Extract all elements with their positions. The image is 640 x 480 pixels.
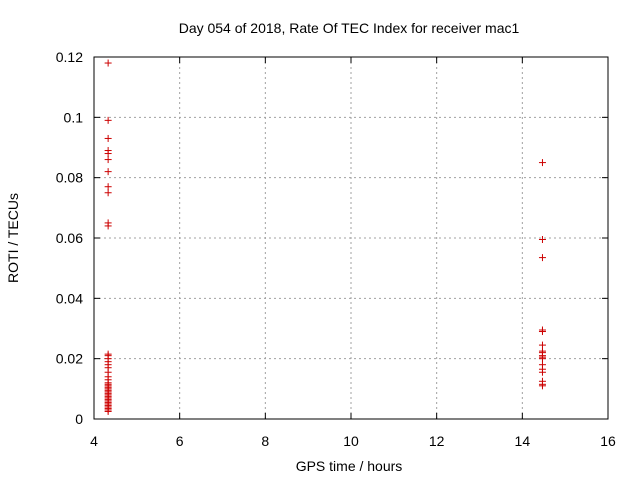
data-point	[104, 168, 112, 176]
data-point	[104, 59, 112, 67]
data-point	[104, 189, 112, 197]
x-tick-label: 6	[176, 433, 184, 449]
chart-title: Day 054 of 2018, Rate Of TEC Index for r…	[179, 20, 520, 36]
data-point	[104, 134, 112, 142]
x-tick-label: 8	[261, 433, 269, 449]
x-tick-label: 14	[515, 433, 531, 449]
axis-ticks: 4 6 8 10 12 14 16 0 0.02 0.04 0.06 0.08 0.1 0.12	[56, 49, 616, 449]
y-tick-label: 0.1	[64, 109, 84, 125]
data-point	[104, 183, 112, 191]
data-point	[104, 156, 112, 164]
x-tick-label: 4	[90, 433, 98, 449]
data-point	[538, 328, 546, 336]
y-tick-label: 0.12	[56, 49, 83, 65]
data-point	[538, 355, 546, 363]
y-tick-label: 0.08	[56, 170, 83, 186]
data-point	[104, 150, 112, 158]
y-tick-label: 0.04	[56, 290, 83, 306]
data-point	[538, 341, 546, 349]
data-point	[104, 222, 112, 230]
data-points	[104, 59, 546, 415]
data-point	[538, 254, 546, 262]
data-point	[538, 382, 546, 390]
data-point	[538, 368, 546, 376]
data-point	[538, 159, 546, 167]
x-tick-label: 12	[429, 433, 445, 449]
y-tick-label: 0.02	[56, 351, 83, 367]
data-point	[104, 407, 112, 415]
grid-lines	[94, 57, 608, 419]
x-axis-title: GPS time / hours	[296, 458, 403, 474]
data-point	[538, 236, 546, 244]
x-tick-label: 16	[600, 433, 616, 449]
data-point	[104, 116, 112, 124]
x-tick-label: 10	[343, 433, 359, 449]
y-axis-title: ROTI / TECUs	[5, 193, 21, 283]
y-tick-label: 0.06	[56, 230, 83, 246]
y-tick-label: 0	[75, 411, 83, 427]
